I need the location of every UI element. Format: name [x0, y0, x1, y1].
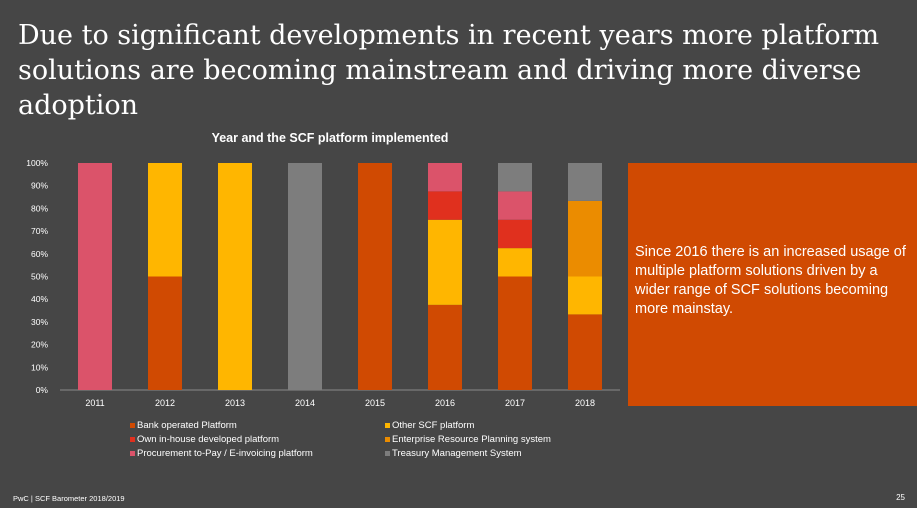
bar-segment: [568, 163, 602, 201]
bar-segment: [498, 191, 532, 220]
x-tick-label: 2013: [225, 398, 245, 408]
bar-segment: [428, 163, 462, 192]
bar-segment: [78, 163, 112, 390]
y-tick-label: 50%: [31, 272, 48, 282]
bar-segment: [568, 314, 602, 390]
legend-swatch: [385, 423, 390, 428]
legend-swatch: [130, 423, 135, 428]
bar-segment: [498, 219, 532, 249]
legend-item: Own in-house developed platform: [130, 434, 279, 445]
y-tick-label: 40%: [31, 294, 48, 304]
slide-title-line-2: solutions are becoming mainstream and dr…: [18, 55, 862, 121]
x-tick-label: 2014: [295, 398, 315, 408]
bar-segment: [428, 191, 462, 220]
bar-segment: [428, 304, 462, 390]
bar-segment: [498, 163, 532, 192]
x-tick-label: 2017: [505, 398, 525, 408]
legend-swatch: [385, 451, 390, 456]
legend-item: Procurement to-Pay / E-invoicing platfor…: [130, 448, 313, 459]
bar-segment: [498, 248, 532, 277]
legend-item: Bank operated Platform: [130, 420, 237, 431]
x-tick-label: 2016: [435, 398, 455, 408]
x-tick-label: 2011: [85, 398, 104, 408]
bar-segment: [148, 276, 182, 390]
bar-segment: [148, 163, 182, 277]
bar-segment: [498, 276, 532, 390]
legend-label: Enterprise Resource Planning system: [392, 434, 551, 445]
slide-title-line-1: Due to significant developments in recen…: [18, 20, 880, 51]
legend-item: Enterprise Resource Planning system: [385, 434, 551, 445]
legend-label: Own in-house developed platform: [137, 434, 280, 445]
page-number: 25: [896, 493, 905, 502]
chart-title: Year and the SCF platform implemented: [212, 131, 449, 145]
bar-segment: [358, 163, 392, 390]
callout-text: Since 2016 there is an increased usage o…: [635, 244, 906, 317]
y-tick-label: 70%: [31, 226, 48, 236]
legend-label: Procurement to-Pay / E-invoicing platfor…: [137, 448, 313, 459]
legend-swatch: [130, 451, 135, 456]
y-tick-label: 60%: [31, 249, 48, 259]
x-tick-label: 2015: [365, 398, 385, 408]
bar-segment: [428, 219, 462, 305]
legend-item: Treasury Management System: [385, 448, 522, 459]
legend-item: Other SCF platform: [385, 420, 474, 431]
slide-title: Due to significant developments in recen…: [18, 18, 908, 123]
legend-label: Treasury Management System: [392, 448, 522, 459]
legend-label: Other SCF platform: [392, 420, 475, 431]
y-tick-label: 10%: [31, 362, 48, 372]
y-tick-label: 90%: [31, 181, 48, 191]
bar-segment: [568, 200, 602, 277]
y-tick-label: 20%: [31, 340, 48, 350]
legend-label: Bank operated Platform: [137, 420, 237, 431]
callout-box: Since 2016 there is an increased usage o…: [628, 163, 917, 406]
y-tick-label: 0%: [36, 385, 49, 395]
x-tick-label: 2012: [155, 398, 175, 408]
footer-source: PwC | SCF Barometer 2018/2019: [13, 494, 125, 503]
y-tick-label: 100%: [26, 158, 48, 168]
bar-segment: [568, 276, 602, 315]
y-tick-label: 80%: [31, 203, 48, 213]
legend-swatch: [385, 437, 390, 442]
legend-swatch: [130, 437, 135, 442]
x-tick-label: 2018: [575, 398, 595, 408]
y-tick-label: 30%: [31, 317, 48, 327]
bar-segment: [288, 163, 322, 390]
bar-segment: [218, 163, 252, 390]
chart-legend: Bank operated Platform Other SCF platform…: [130, 420, 630, 466]
